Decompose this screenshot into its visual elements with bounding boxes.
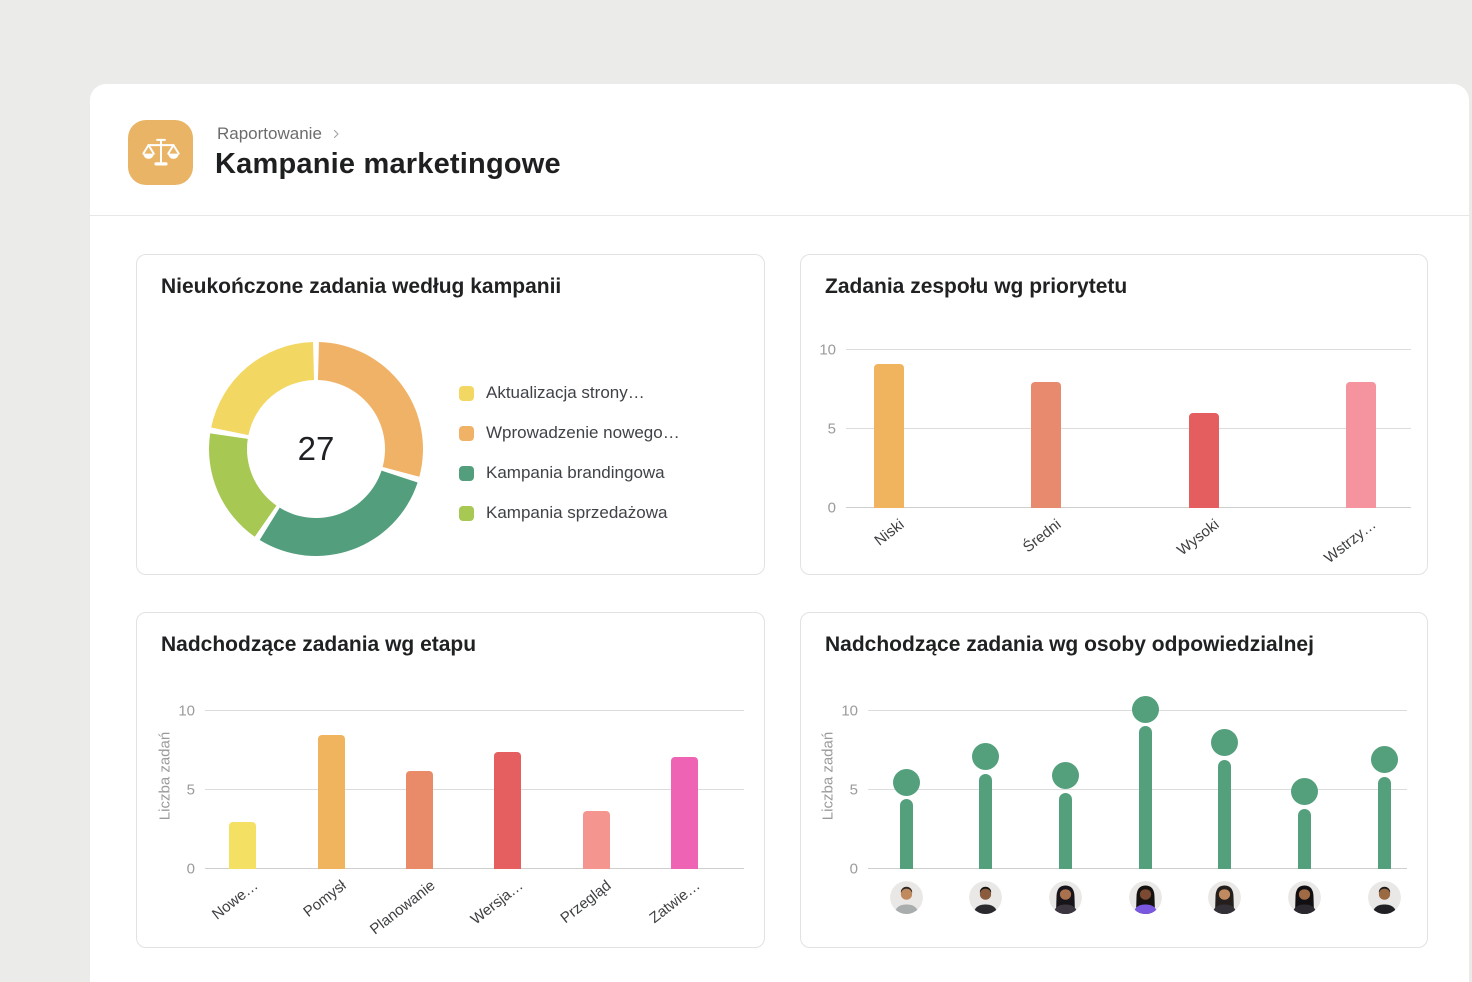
gridline xyxy=(205,868,744,869)
donut-center-total: 27 xyxy=(297,430,335,467)
legend-swatch xyxy=(459,385,474,401)
y-tick-label: 10 xyxy=(819,341,836,359)
bar[interactable] xyxy=(494,752,522,869)
lollipop-head[interactable] xyxy=(1052,762,1080,790)
card-title: Nieukończone zadania według kampanii xyxy=(161,275,562,298)
balance-scale-icon xyxy=(128,120,193,185)
bar[interactable] xyxy=(1346,381,1377,508)
lollipop-head[interactable] xyxy=(1370,746,1398,774)
report-header: Raportowanie Kampanie marketingowe xyxy=(90,84,1469,216)
lollipop-head[interactable] xyxy=(1211,729,1239,757)
gridline xyxy=(846,507,1411,508)
legend-item[interactable]: Aktualizacja strony… xyxy=(459,373,680,413)
bar[interactable] xyxy=(582,810,610,869)
donut-segment[interactable] xyxy=(209,433,277,537)
bar[interactable] xyxy=(1188,413,1219,508)
avatar xyxy=(1049,881,1083,914)
lollipop-stem[interactable] xyxy=(1059,792,1073,869)
legend-label: Kampania sprzedażowa xyxy=(486,503,668,522)
card-tasks-by-priority[interactable]: Zadania zespołu wg priorytetu 0 5 10 Niski Ś… xyxy=(800,254,1428,575)
donut-segment[interactable] xyxy=(317,342,423,477)
y-tick-label: 10 xyxy=(178,702,195,720)
legend-swatch xyxy=(459,505,474,521)
avatar xyxy=(1208,881,1242,914)
lollipop-stem[interactable] xyxy=(1377,776,1391,869)
gridline xyxy=(868,789,1407,790)
breadcrumb: Raportowanie xyxy=(217,124,342,144)
y-tick-label: 10 xyxy=(841,702,858,720)
card-tasks-by-assignee[interactable]: Nadchodzące zadania wg osoby odpowiedzia… xyxy=(800,612,1428,948)
card-title: Zadania zespołu wg priorytetu xyxy=(825,275,1128,298)
y-tick-label: 0 xyxy=(186,860,195,878)
bar[interactable] xyxy=(317,734,345,869)
legend-item[interactable]: Kampania brandingowa xyxy=(459,453,680,493)
breadcrumb-link[interactable]: Raportowanie xyxy=(217,124,322,143)
lollipop-stem[interactable] xyxy=(1138,726,1152,869)
avatar xyxy=(1128,881,1162,914)
page-title: Kampanie marketingowe xyxy=(215,148,561,180)
donut-chart: 27 xyxy=(206,339,426,559)
lollipop-stem[interactable] xyxy=(899,799,913,869)
legend-label: Wprowadzenie nowego… xyxy=(486,423,680,442)
bar-chart-priority: 0 5 10 Niski Średni Wysoki Wstrzy… xyxy=(819,332,1411,567)
gridline xyxy=(846,428,1411,429)
legend-label: Aktualizacja strony… xyxy=(486,383,645,402)
card-title: Nadchodzące zadania wg osoby odpowiedzia… xyxy=(825,633,1314,656)
main-panel: Raportowanie Kampanie marketingowe Nieuk… xyxy=(90,84,1469,982)
gridline xyxy=(846,349,1411,350)
lollipop-chart-assignee: Liczba zadań 0 5 10 xyxy=(820,693,1407,914)
legend-item[interactable]: Wprowadzenie nowego… xyxy=(459,413,680,453)
lollipop-stem[interactable] xyxy=(1298,808,1312,869)
lollipop-head[interactable] xyxy=(892,768,920,796)
card-tasks-by-stage[interactable]: Nadchodzące zadania wg etapu Liczba zada… xyxy=(136,612,765,948)
legend-label: Kampania brandingowa xyxy=(486,463,665,482)
legend-item[interactable]: Kampania sprzedażowa xyxy=(459,493,680,533)
card-title: Nadchodzące zadania wg etapu xyxy=(161,633,477,656)
donut-segment[interactable] xyxy=(211,342,315,436)
chevron-right-icon xyxy=(330,128,342,140)
donut-segment[interactable] xyxy=(259,470,418,556)
gridline xyxy=(205,789,744,790)
bar-chart-stage: Liczba zadań 0 5 10 Nowe… Pomysł Planowanie We… xyxy=(157,693,744,938)
bar[interactable] xyxy=(671,756,699,869)
y-tick-label: 0 xyxy=(827,499,836,517)
lollipop-stem[interactable] xyxy=(979,773,993,869)
bar[interactable] xyxy=(873,364,904,508)
avatar xyxy=(1288,881,1322,914)
x-tick-label: Wstrzy… xyxy=(1321,516,1380,567)
lollipop-head[interactable] xyxy=(1291,778,1319,806)
y-tick-label: 5 xyxy=(827,420,836,438)
y-tick-label: 5 xyxy=(849,781,858,799)
bar[interactable] xyxy=(229,821,257,869)
y-tick-label: 0 xyxy=(849,860,858,878)
gridline xyxy=(205,710,744,711)
chart-legend: Aktualizacja strony… Wprowadzenie nowego…… xyxy=(459,373,680,533)
legend-swatch xyxy=(459,425,474,441)
gridline xyxy=(868,868,1407,869)
lollipop-stem[interactable] xyxy=(1218,759,1232,869)
avatar xyxy=(1367,881,1401,914)
avatar xyxy=(889,881,923,914)
bar[interactable] xyxy=(406,771,434,869)
x-tick-label: Niski xyxy=(871,516,908,550)
bar[interactable] xyxy=(1031,381,1062,508)
legend-swatch xyxy=(459,465,474,481)
x-tick-label: Wysoki xyxy=(1173,516,1223,560)
card-tasks-by-campaign[interactable]: Nieukończone zadania według kampanii 27 … xyxy=(136,254,765,575)
x-tick-label: Średni xyxy=(1020,516,1065,557)
lollipop-head[interactable] xyxy=(1131,695,1159,723)
y-tick-label: 5 xyxy=(186,781,195,799)
avatar xyxy=(969,881,1003,914)
lollipop-head[interactable] xyxy=(972,743,1000,771)
